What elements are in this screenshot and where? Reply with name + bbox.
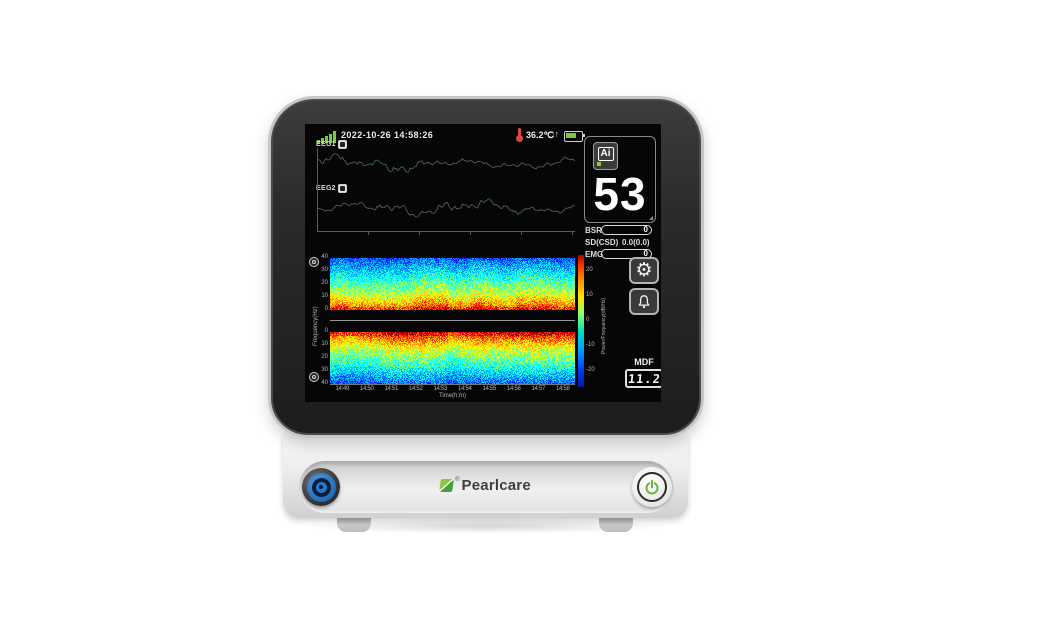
- eeg2-label: EEG2: [316, 185, 336, 192]
- axis-tick: 10: [321, 341, 328, 347]
- registered-trademark: ®: [455, 477, 460, 483]
- control-knob[interactable]: [302, 468, 340, 506]
- axis-tick: 20: [586, 267, 593, 273]
- depth-index-value: 53: [593, 168, 647, 220]
- screen: 2022-10-26 14:58:26 36.2℃ ↓↑ EEG1 EEG2: [305, 124, 661, 402]
- axis-tick: 14:52: [408, 386, 423, 392]
- eeg-axis-tick: [572, 232, 573, 235]
- eeg-y-axis: [317, 148, 318, 232]
- bsr-label: BSR: [585, 226, 602, 235]
- ai-button[interactable]: Ai: [593, 142, 618, 170]
- knob-navy-disc: [311, 477, 331, 497]
- brand-logo: ® Pearlcare: [283, 476, 688, 494]
- eeg2-row: EEG2: [316, 184, 347, 193]
- signal-strength-icon: [317, 131, 339, 143]
- axis-tick: 0: [324, 328, 328, 334]
- eeg-x-axis: [317, 231, 575, 232]
- emg-label: EMG: [585, 250, 604, 259]
- power-icon: [645, 479, 659, 495]
- thermometer-bulb: [516, 135, 523, 142]
- axis-tick: 10: [321, 293, 328, 299]
- eeg2-electrode-icon: [337, 184, 347, 193]
- battery-icon: [564, 131, 585, 142]
- emg-value-pill: 0: [601, 249, 652, 259]
- spectrogram-ch2: [330, 332, 575, 384]
- brand-name: Pearlcare: [461, 476, 531, 494]
- eeg1-label: EEG1: [316, 141, 336, 148]
- index-panel: [584, 136, 656, 223]
- axis-tick: 14:57: [531, 386, 545, 392]
- mdf-label: MDF: [634, 357, 654, 367]
- ground-shadow: [300, 518, 672, 534]
- axis-tick: 20: [321, 354, 328, 360]
- axis-tick: -10: [586, 342, 595, 348]
- time-axis-label: Time(h:m): [438, 393, 467, 399]
- eeg1-row: EEG1: [316, 140, 347, 149]
- alarm-button[interactable]: [629, 288, 659, 315]
- axis-tick: 40: [321, 380, 328, 386]
- settings-button[interactable]: ⚙: [629, 257, 659, 284]
- knob-center: [315, 481, 327, 493]
- axis-tick: 10: [586, 292, 593, 298]
- front-panel: [299, 461, 673, 513]
- axis-tick: 14:58: [555, 386, 570, 392]
- bell-icon: [638, 294, 650, 308]
- axis-tick: 14:55: [482, 386, 496, 392]
- battery-fill: [566, 133, 576, 138]
- axis-tick: -20: [586, 367, 595, 373]
- gear-icon: ⚙: [635, 259, 653, 281]
- power-colorbar: [578, 255, 584, 387]
- axis-tick: 14:50: [359, 386, 374, 392]
- ai-icon: Ai: [597, 146, 614, 161]
- datetime-text: 2022-10-26 14:58:26: [341, 130, 434, 140]
- axis-tick: 40: [321, 254, 328, 260]
- axis-tick: 20: [321, 280, 328, 286]
- ai-status-dot: [597, 161, 601, 166]
- eeg1-trace: [317, 153, 575, 173]
- axis-tick: 14:56: [506, 386, 521, 392]
- panel-corner-mark: [649, 216, 653, 220]
- eeg-waveforms: [317, 153, 575, 218]
- axis-tick: 14:54: [457, 386, 472, 392]
- power-button-ring: [637, 472, 667, 502]
- spectrogram-ch1: [330, 258, 575, 310]
- power-button[interactable]: [632, 467, 672, 507]
- eeg-axis-tick: [470, 232, 471, 235]
- battery-nub: [583, 134, 585, 137]
- eeg1-electrode-icon: [337, 140, 347, 149]
- knob-hole: [319, 485, 323, 489]
- colorbar-label: Power/Frequency(dB/Hz): [601, 297, 607, 354]
- eeg-axis-tick: [419, 232, 420, 235]
- axis-tick: 0: [324, 306, 328, 312]
- eeg2-trace: [317, 198, 575, 218]
- sd-value: 0.0(0.0): [622, 238, 650, 247]
- channel1-icon: [309, 257, 319, 267]
- spectrogram-divider: [330, 320, 575, 321]
- emg-value: 0: [643, 249, 648, 258]
- brand-logo-icon: [439, 478, 455, 492]
- trend-arrows-icon: ↓↑: [551, 129, 559, 139]
- eeg-axis-tick: [521, 232, 522, 235]
- sd-label: SD(CSD): [585, 238, 619, 247]
- axis-tick: 30: [321, 267, 328, 273]
- bsr-value-pill: 0: [601, 225, 652, 235]
- thermometer-icon: [518, 128, 521, 137]
- base-unit: ® Pearlcare: [283, 430, 688, 518]
- knob-blue-ring: [306, 472, 336, 502]
- mdf-display: 11.2: [625, 369, 661, 388]
- temperature-value: 36.2℃: [526, 130, 554, 140]
- axis-tick: 30: [321, 367, 328, 373]
- eeg-axis-tick: [368, 232, 369, 235]
- axis-tick: 14:51: [384, 386, 398, 392]
- axis-tick: 14:53: [433, 386, 447, 392]
- bsr-value: 0: [643, 225, 648, 234]
- channel2-icon: [309, 372, 319, 382]
- time-axis: [330, 384, 575, 385]
- mdf-value: 11.2: [626, 371, 661, 386]
- axis-tick: 14:49: [335, 386, 349, 392]
- axis-tick: 0: [586, 317, 590, 323]
